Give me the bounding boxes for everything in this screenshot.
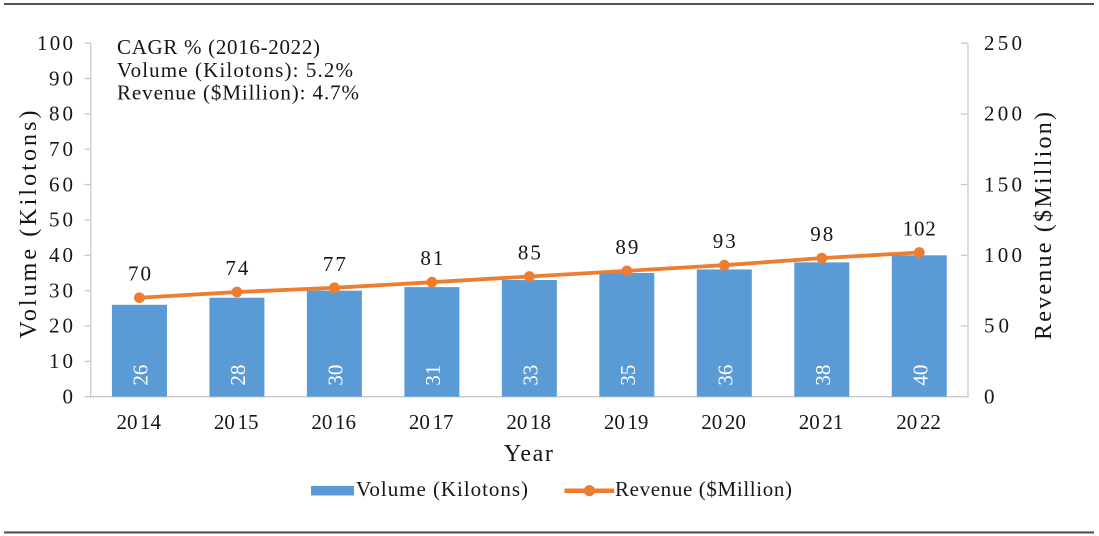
svg-text:38: 38 [811, 365, 835, 386]
svg-text:100: 100 [37, 31, 73, 55]
svg-text:150: 150 [984, 172, 1022, 196]
svg-text:28: 28 [226, 365, 250, 386]
svg-text:Revenue ($Million): Revenue ($Million) [1031, 112, 1057, 340]
svg-text:36: 36 [714, 365, 738, 386]
svg-text:250: 250 [984, 31, 1022, 55]
svg-text:CAGR % (2016-2022): CAGR % (2016-2022) [117, 35, 320, 59]
svg-text:33: 33 [519, 365, 543, 386]
svg-text:100: 100 [984, 243, 1022, 267]
svg-text:31: 31 [421, 365, 445, 386]
svg-text:Revenue ($Million): Revenue ($Million) [615, 477, 792, 501]
svg-text:Volume (Kilotons): Volume (Kilotons) [356, 477, 528, 501]
svg-text:102: 102 [903, 216, 936, 240]
svg-text:Volume (Kilotons): 5.2%: Volume (Kilotons): 5.2% [117, 58, 353, 82]
svg-text:200: 200 [984, 102, 1022, 126]
svg-text:Volume (Kilotons): Volume (Kilotons) [16, 111, 42, 339]
svg-text:Revenue ($Million): 4.7%: Revenue ($Million): 4.7% [117, 81, 359, 105]
svg-text:26: 26 [129, 365, 153, 386]
svg-text:30: 30 [324, 365, 348, 386]
svg-text:74: 74 [225, 256, 249, 280]
svg-text:Year: Year [504, 441, 553, 467]
svg-text:0: 0 [63, 384, 74, 408]
svg-text:0: 0 [984, 384, 995, 408]
svg-text:40: 40 [908, 365, 932, 386]
svg-text:35: 35 [616, 365, 640, 386]
